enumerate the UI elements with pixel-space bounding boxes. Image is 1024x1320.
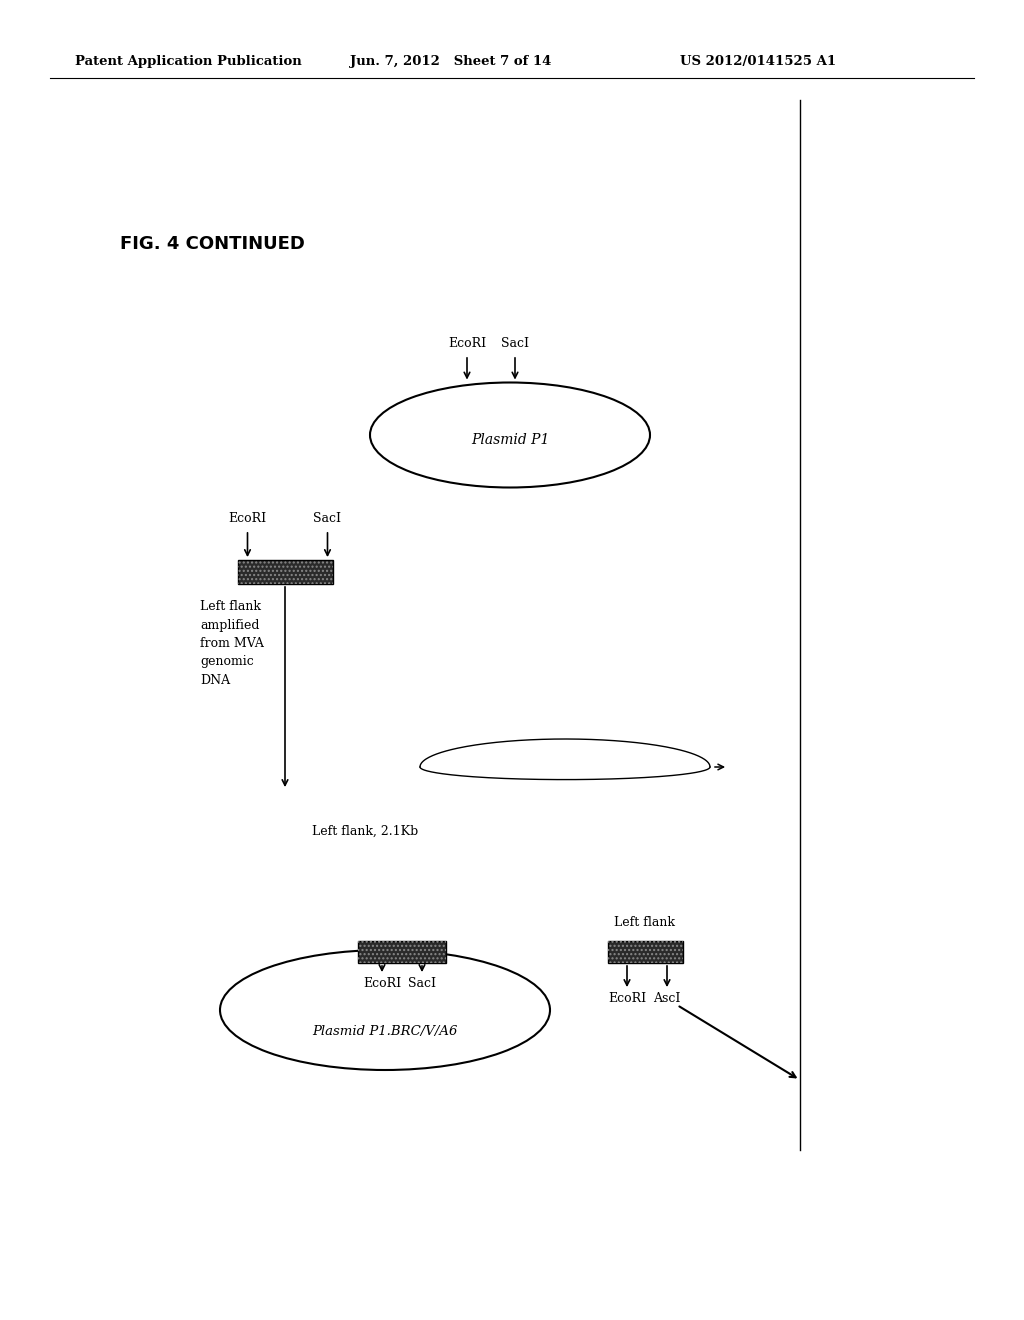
- Text: SacI: SacI: [408, 977, 436, 990]
- Text: FIG. 4 CONTINUED: FIG. 4 CONTINUED: [120, 235, 305, 253]
- Text: AscI: AscI: [653, 993, 681, 1005]
- Text: EcoRI: EcoRI: [447, 337, 486, 350]
- Text: Plasmid P1.BRC/V/A6: Plasmid P1.BRC/V/A6: [312, 1026, 458, 1038]
- Bar: [607, 941, 683, 964]
- Bar: [238, 560, 333, 583]
- Text: Left flank: Left flank: [614, 916, 676, 929]
- Text: EcoRI: EcoRI: [362, 977, 401, 990]
- Text: EcoRI: EcoRI: [608, 993, 646, 1005]
- Text: SacI: SacI: [313, 512, 341, 525]
- Bar: [358, 941, 446, 964]
- Text: Left flank, 2.1Kb: Left flank, 2.1Kb: [312, 825, 418, 838]
- Text: Left flank
amplified
from MVA
genomic
DNA: Left flank amplified from MVA genomic DN…: [200, 601, 264, 686]
- Bar: [607, 941, 683, 964]
- Text: Patent Application Publication: Patent Application Publication: [75, 55, 302, 69]
- Text: EcoRI: EcoRI: [228, 512, 266, 525]
- Text: SacI: SacI: [501, 337, 529, 350]
- Text: Jun. 7, 2012   Sheet 7 of 14: Jun. 7, 2012 Sheet 7 of 14: [350, 55, 551, 69]
- Text: Plasmid P1: Plasmid P1: [471, 433, 549, 447]
- Text: US 2012/0141525 A1: US 2012/0141525 A1: [680, 55, 837, 69]
- Bar: [358, 941, 446, 964]
- Bar: [238, 560, 333, 583]
